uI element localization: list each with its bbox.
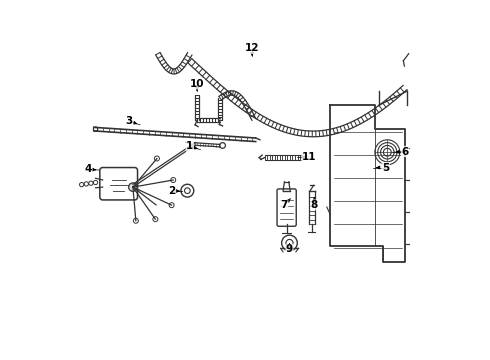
Text: 10: 10 bbox=[190, 79, 204, 89]
Text: 2: 2 bbox=[169, 186, 176, 196]
Text: 8: 8 bbox=[311, 200, 318, 210]
Text: 1: 1 bbox=[186, 141, 194, 151]
Text: 11: 11 bbox=[302, 152, 317, 162]
Text: 12: 12 bbox=[245, 43, 259, 53]
Text: 4: 4 bbox=[85, 164, 92, 174]
Circle shape bbox=[94, 127, 98, 131]
Text: 7: 7 bbox=[280, 200, 288, 210]
Text: 3: 3 bbox=[126, 116, 133, 126]
Circle shape bbox=[129, 183, 137, 192]
Text: 6: 6 bbox=[401, 147, 409, 157]
Text: 5: 5 bbox=[382, 163, 389, 172]
Text: 9: 9 bbox=[286, 244, 293, 255]
